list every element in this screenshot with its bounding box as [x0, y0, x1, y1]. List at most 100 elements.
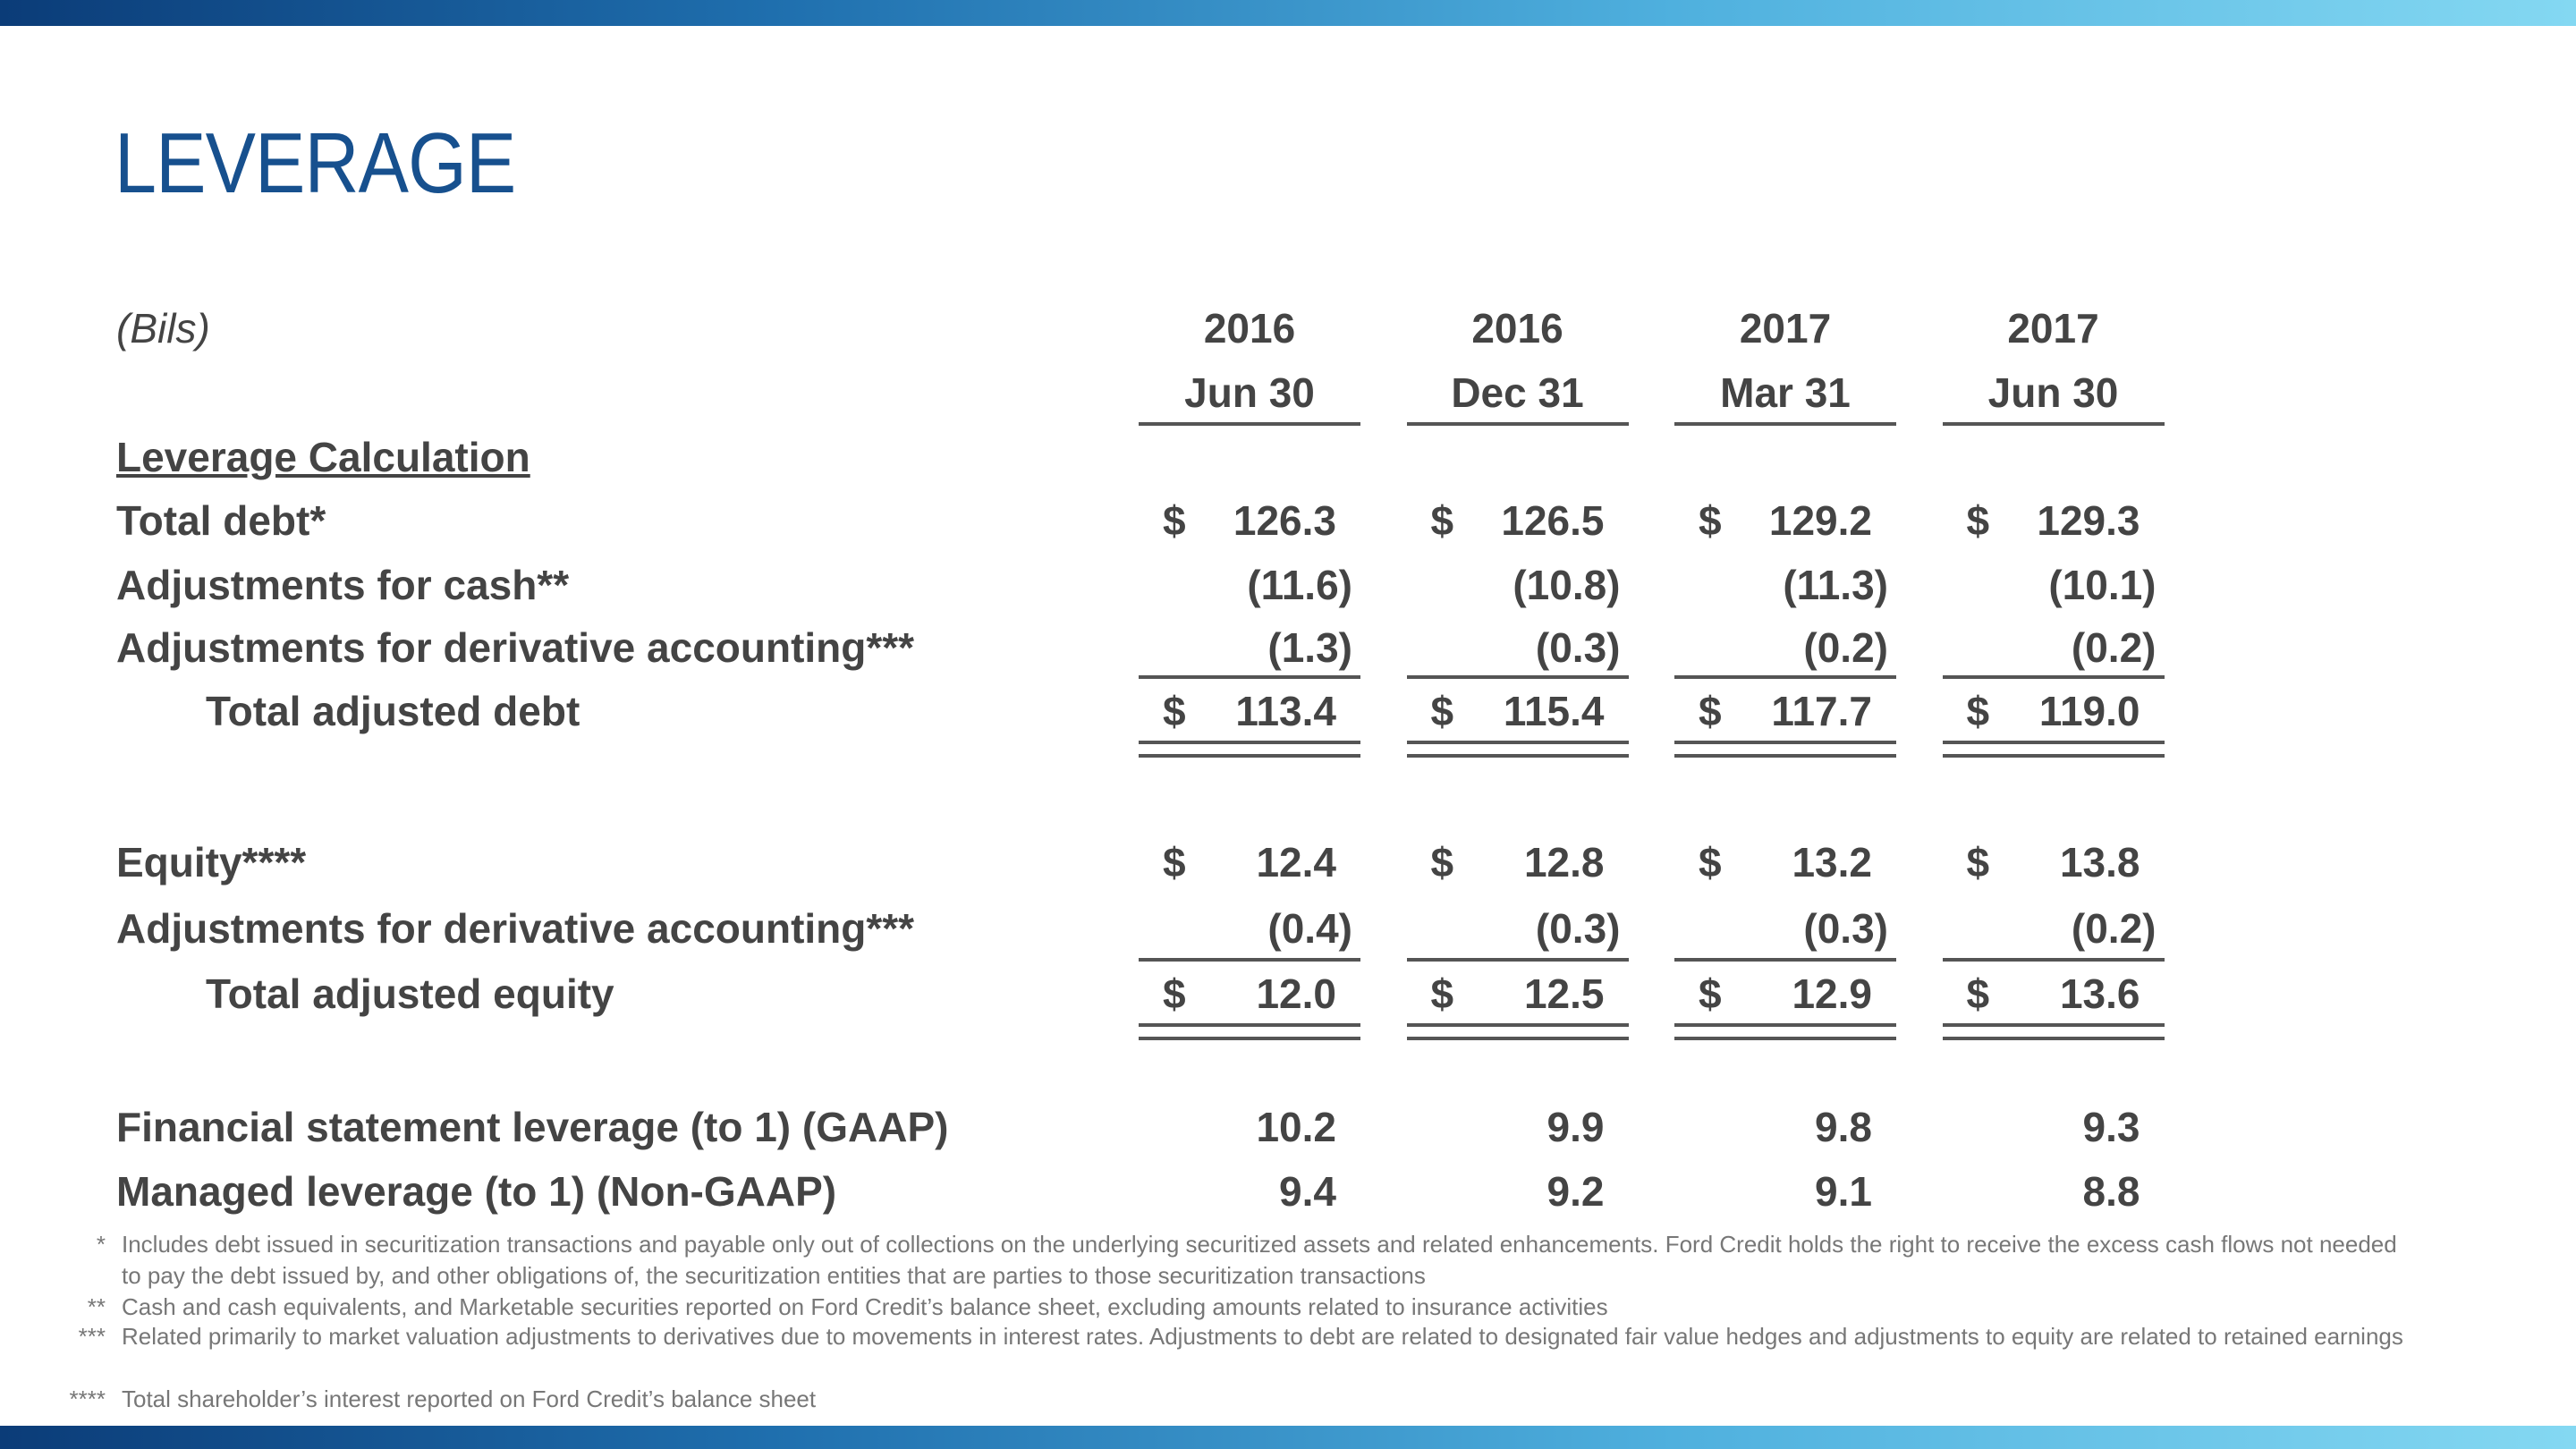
- column-date: Jun 30: [1987, 369, 2119, 416]
- amount: (0.2): [2071, 624, 2157, 671]
- total-label: Total adjusted debt: [206, 688, 580, 734]
- footnote-marker: *: [96, 1231, 106, 1258]
- subtotal-rule: [1139, 675, 1360, 679]
- header-rule: [1406, 422, 1629, 426]
- column-date: Jun 30: [1184, 369, 1315, 416]
- bottom-bar: [0, 1426, 2576, 1449]
- total-rule: [1942, 741, 2165, 744]
- amount: (10.8): [1513, 562, 1621, 608]
- unit-label: (Bils): [116, 305, 210, 352]
- total-rule: [1674, 754, 1896, 758]
- amount: (1.3): [1267, 624, 1352, 671]
- amount: 12.4: [1256, 839, 1336, 886]
- amount: (0.2): [1803, 624, 1888, 671]
- amount: 117.7: [1771, 688, 1872, 734]
- subtotal-rule: [1674, 675, 1896, 679]
- column-year: 2016: [1471, 305, 1563, 352]
- currency: $: [1430, 688, 1454, 734]
- amount: 12.5: [1523, 970, 1605, 1017]
- slide-title: LEVERAGE: [114, 115, 516, 211]
- subtotal-rule: [1942, 958, 2165, 962]
- total-rule: [1406, 754, 1629, 758]
- header-rule: [1674, 422, 1896, 426]
- row-label: Adjustments for derivative accounting***: [116, 905, 915, 952]
- amount: 113.4: [1235, 688, 1336, 734]
- subtotal-rule: [1139, 958, 1360, 962]
- total-rule: [1674, 1023, 1896, 1027]
- header-rule: [1942, 422, 2165, 426]
- currency: $: [1163, 688, 1186, 734]
- amount: 9.1: [1815, 1168, 1872, 1215]
- currency: $: [1430, 839, 1454, 886]
- currency: $: [1163, 970, 1186, 1017]
- row-label: Equity****: [116, 839, 307, 886]
- currency: $: [1699, 970, 1722, 1017]
- amount: 12.8: [1523, 839, 1605, 886]
- currency: $: [1966, 497, 1990, 544]
- amount: 13.2: [1792, 839, 1872, 886]
- amount: 115.4: [1503, 688, 1605, 734]
- total-rule: [1139, 1023, 1360, 1027]
- total-rule: [1674, 1037, 1896, 1040]
- total-rule: [1406, 1037, 1629, 1040]
- row-label: Managed leverage (to 1) (Non-GAAP): [116, 1168, 837, 1215]
- column-year: 2016: [1203, 305, 1296, 352]
- currency: $: [1163, 839, 1186, 886]
- footnote-text: Total shareholder’s interest reported on…: [122, 1385, 817, 1412]
- amount: 9.4: [1279, 1168, 1336, 1215]
- amount: 12.0: [1256, 970, 1336, 1017]
- row-label: Financial statement leverage (to 1) (GAA…: [116, 1104, 949, 1150]
- amount: 119.0: [2038, 688, 2140, 734]
- row-label: Adjustments for cash**: [116, 562, 570, 608]
- total-rule: [1406, 1023, 1629, 1027]
- amount: 9.9: [1546, 1104, 1605, 1150]
- footnote-marker: **: [87, 1293, 106, 1320]
- footnote-text: Includes debt issued in securitization t…: [122, 1231, 2397, 1289]
- currency: $: [1430, 497, 1454, 544]
- total-rule: [1942, 1037, 2165, 1040]
- amount: 126.3: [1233, 497, 1336, 544]
- currency: $: [1966, 839, 1990, 886]
- currency: $: [1966, 688, 1990, 734]
- amount: 13.8: [2059, 839, 2140, 886]
- top-bar: [0, 0, 2576, 26]
- column-year: 2017: [2007, 305, 2099, 352]
- amount: 8.8: [2082, 1168, 2140, 1215]
- total-rule: [1406, 741, 1629, 744]
- subtotal-rule: [1674, 958, 1896, 962]
- column-year: 2017: [1739, 305, 1832, 352]
- amount: (10.1): [2048, 562, 2157, 608]
- subtotal-rule: [1406, 958, 1629, 962]
- row-label: Adjustments for derivative accounting***: [116, 624, 915, 671]
- amount: 9.2: [1546, 1168, 1605, 1215]
- currency: $: [1966, 970, 1990, 1017]
- amount: (11.6): [1247, 562, 1352, 608]
- amount: (0.3): [1535, 624, 1621, 671]
- amount: 9.8: [1815, 1104, 1872, 1150]
- currency: $: [1699, 839, 1722, 886]
- subtotal-rule: [1406, 675, 1629, 679]
- total-rule: [1139, 754, 1360, 758]
- column-date: Mar 31: [1720, 369, 1851, 416]
- footnote-text: Related primarily to market valuation ad…: [122, 1323, 2403, 1350]
- total-rule: [1139, 1037, 1360, 1040]
- currency: $: [1699, 688, 1722, 734]
- total-rule: [1139, 741, 1360, 744]
- amount: 9.3: [2082, 1104, 2140, 1150]
- total-label: Total adjusted equity: [206, 970, 614, 1017]
- amount: 129.3: [2037, 497, 2140, 544]
- footnote-marker: ****: [69, 1385, 106, 1412]
- currency: $: [1163, 497, 1186, 544]
- footnote-text: Cash and cash equivalents, and Marketabl…: [122, 1293, 1608, 1320]
- currency: $: [1430, 970, 1454, 1017]
- total-rule: [1942, 754, 2165, 758]
- amount: 126.5: [1501, 497, 1605, 544]
- amount: (0.4): [1267, 905, 1352, 952]
- amount: (0.3): [1535, 905, 1621, 952]
- header-rule: [1139, 422, 1360, 426]
- total-rule: [1674, 741, 1896, 744]
- amount: 13.6: [2059, 970, 2140, 1017]
- amount: 129.2: [1768, 497, 1872, 544]
- footnote-marker: ***: [78, 1323, 106, 1350]
